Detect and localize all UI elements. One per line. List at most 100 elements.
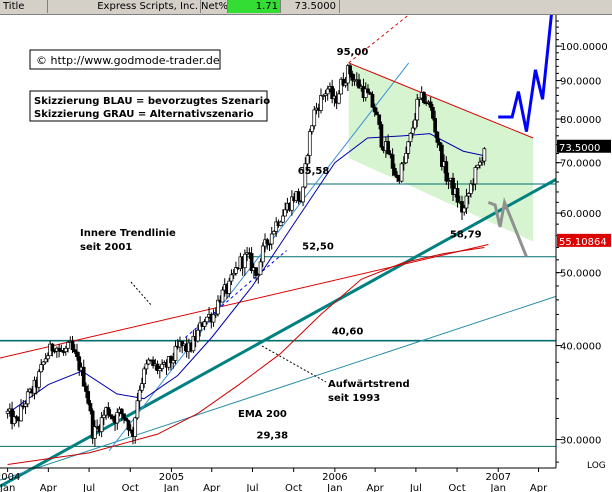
symbol-name: Express Scripts, Inc. — [48, 0, 201, 13]
x-year-label: 2006 — [322, 472, 347, 483]
candle-body — [211, 314, 216, 323]
candle-body — [377, 114, 382, 125]
candle-body — [473, 167, 478, 185]
candle-body — [269, 233, 274, 245]
trendline — [185, 250, 287, 338]
y-tick-label: 100.0000 — [560, 42, 608, 53]
trendline — [108, 62, 410, 451]
candle-body — [466, 193, 471, 197]
inner-trend-label: Innere Trendlinie — [80, 228, 176, 239]
y-tick-label: 70.0000 — [560, 159, 601, 170]
y-tick-label: 50.0000 — [560, 269, 601, 280]
candle-body — [312, 109, 317, 127]
title-label[interactable]: Title — [0, 0, 48, 13]
uptrend-label: seit 1993 — [328, 393, 380, 404]
legend-blue-text: Skizzierung BLAU = bevorzugtes Szenario — [34, 96, 270, 107]
candle-body — [50, 343, 55, 352]
candle-body — [84, 385, 88, 392]
candle-body — [451, 177, 455, 195]
scenario-blue-line — [498, 0, 555, 132]
candle-body — [10, 408, 14, 424]
candle-body — [213, 313, 218, 316]
candle-body — [77, 356, 82, 371]
candle-body — [70, 340, 75, 351]
candle-body — [256, 274, 261, 276]
candle-body — [142, 368, 146, 384]
price-tag-label: 73.5000 — [559, 143, 600, 154]
candle-body — [345, 65, 350, 84]
x-month-label: Jul — [82, 483, 95, 492]
uptrend-pointer — [261, 345, 327, 383]
candle-body — [135, 400, 140, 419]
candle-body — [126, 420, 131, 431]
candle-body — [216, 299, 220, 315]
level-label: 65,58 — [298, 166, 330, 177]
candle-body — [43, 358, 48, 363]
x-month-label: Apr — [40, 483, 58, 492]
candle-body — [157, 368, 162, 372]
candle-body — [119, 408, 124, 415]
candle-body — [75, 351, 79, 358]
candle-body — [410, 127, 415, 134]
candle-body — [446, 180, 451, 182]
candle-body — [137, 389, 142, 402]
candle-body — [23, 403, 28, 407]
candle-body — [379, 124, 384, 148]
x-month-label: Oct — [448, 483, 465, 492]
candle-body — [274, 221, 279, 232]
candle-body — [392, 168, 397, 176]
title-bar: Title Express Scripts, Inc. Net% 1.71 73… — [0, 0, 612, 15]
candle-body — [462, 207, 467, 213]
x-month-label: Apr — [530, 483, 548, 492]
candle-body — [160, 363, 164, 369]
candle-body — [146, 359, 151, 365]
candle-body — [169, 356, 173, 364]
candle-body — [14, 416, 19, 419]
x-year-label: 2004 — [0, 472, 20, 483]
candle-body — [272, 231, 276, 235]
log-scale-label: LOG — [587, 461, 606, 471]
y-tick-label: 60.0000 — [560, 209, 601, 220]
level-label: 95,00 — [337, 47, 369, 58]
candle-body — [399, 163, 404, 182]
price-tag-label: 55.10864 — [559, 237, 607, 248]
candle-body — [404, 153, 408, 164]
x-month-label: Jan — [490, 483, 506, 492]
candle-body — [140, 383, 144, 391]
uptrend-label: Aufwärtstrend — [328, 379, 410, 390]
candle-body — [435, 131, 440, 143]
candle-body — [265, 239, 270, 245]
x-year-label: 2007 — [486, 472, 511, 483]
candle-body — [310, 125, 314, 132]
level-label: 52,50 — [302, 242, 334, 253]
y-tick-label: 80.0000 — [560, 115, 601, 126]
net-percent-value: 1.71 — [228, 0, 281, 13]
candle-body — [343, 82, 348, 86]
legend-grey-text: Skizzierung GRAU = Alternativszenario — [34, 109, 254, 120]
candle-body — [173, 345, 178, 361]
candle-body — [350, 73, 355, 81]
candle-body — [370, 94, 375, 108]
candle-body — [46, 355, 50, 360]
candle-body — [323, 93, 328, 96]
y-tick-label: 40.0000 — [560, 342, 601, 353]
moving-average-line — [7, 133, 485, 414]
candle-body — [330, 86, 335, 100]
candle-body — [191, 336, 196, 352]
candle-body — [124, 418, 129, 421]
candle-body — [254, 267, 258, 276]
candle-body — [417, 97, 422, 100]
candle-body — [296, 191, 301, 202]
inner-trend-pointer — [130, 281, 153, 307]
candle-body — [122, 413, 126, 419]
candle-body — [249, 253, 254, 271]
candle-body — [390, 154, 395, 169]
candle-body — [86, 391, 91, 404]
candle-body — [231, 272, 236, 276]
candle-body — [363, 88, 368, 98]
candle-body — [464, 195, 469, 209]
low-price-label: 58,79 — [450, 230, 482, 241]
candle-body — [155, 363, 160, 372]
candle-body — [319, 95, 323, 111]
candle-body — [61, 351, 66, 353]
